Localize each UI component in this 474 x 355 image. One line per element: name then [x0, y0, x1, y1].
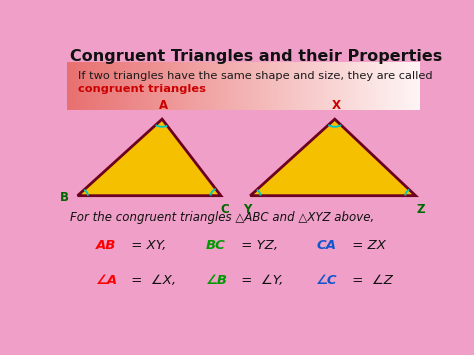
Text: =  ∠Z: = ∠Z: [347, 274, 392, 286]
Text: B: B: [59, 191, 68, 203]
Text: .: .: [170, 84, 174, 94]
Text: = YZ,: = YZ,: [237, 239, 279, 252]
Text: = ZX: = ZX: [347, 239, 385, 252]
Text: CA: CA: [316, 239, 337, 252]
Text: ∠B: ∠B: [206, 274, 228, 286]
Text: AB: AB: [96, 239, 116, 252]
Polygon shape: [250, 119, 416, 196]
Text: BC: BC: [206, 239, 226, 252]
Text: For the congruent triangles △ABC and △XYZ above,: For the congruent triangles △ABC and △XY…: [70, 211, 374, 224]
Text: Y: Y: [243, 202, 252, 215]
Polygon shape: [78, 119, 221, 196]
Text: Z: Z: [417, 202, 425, 215]
Text: ∠A: ∠A: [96, 274, 118, 286]
Text: If two triangles have the same shape and size, they are called: If two triangles have the same shape and…: [78, 71, 432, 81]
Text: A: A: [159, 99, 169, 112]
Text: congruent triangles: congruent triangles: [78, 84, 206, 94]
Text: ∠C: ∠C: [316, 274, 338, 286]
Text: C: C: [220, 202, 229, 215]
Text: Congruent Triangles and their Properties: Congruent Triangles and their Properties: [70, 49, 443, 65]
Text: X: X: [332, 99, 341, 112]
Text: =  ∠Y,: = ∠Y,: [237, 274, 284, 286]
Text: = XY,: = XY,: [127, 239, 166, 252]
Text: =  ∠X,: = ∠X,: [127, 274, 176, 286]
